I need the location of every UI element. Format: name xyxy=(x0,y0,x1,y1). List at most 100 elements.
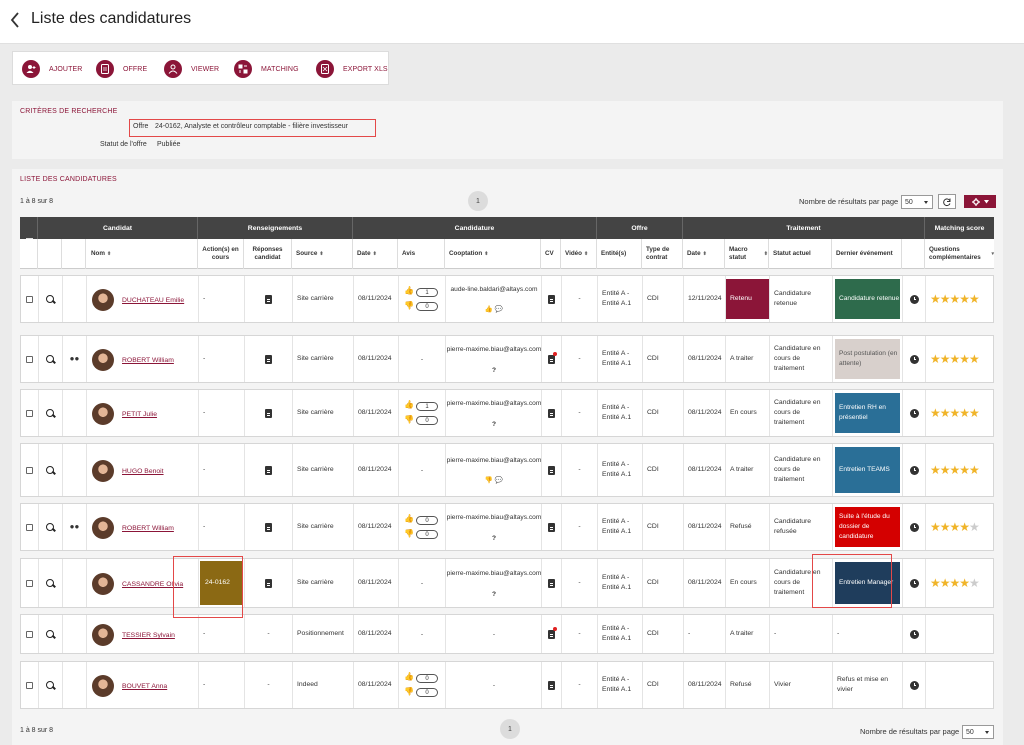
candidate-name[interactable]: ROBERT William xyxy=(122,357,174,364)
search-icon[interactable] xyxy=(46,578,55,588)
col-date[interactable]: Date ⬍ xyxy=(353,239,398,269)
candidate-name[interactable]: HUGO Benoit xyxy=(122,468,164,475)
search-icon[interactable] xyxy=(46,354,55,364)
table-row[interactable]: ●● ROBERT William - Site carrière 08/11/… xyxy=(20,503,994,551)
cv-document-icon[interactable] xyxy=(548,294,555,304)
thumbs-up-icon[interactable]: 👍 xyxy=(484,306,494,313)
table-row[interactable]: TESSIER Sylvain - - Positionnement 08/11… xyxy=(20,614,994,654)
viewer-button[interactable]: VIEWER xyxy=(164,59,219,79)
row-checkbox[interactable] xyxy=(26,630,33,638)
cv-document-icon[interactable] xyxy=(548,626,557,639)
col-date-traitement[interactable]: Date ⬍ xyxy=(683,239,725,269)
last-event-badge[interactable]: Entretien TEAMS xyxy=(835,447,900,493)
cv-document-icon[interactable] xyxy=(548,578,555,588)
history-clock-icon[interactable] xyxy=(909,294,919,304)
col-source[interactable]: Source ⬍ xyxy=(292,239,353,269)
table-row[interactable]: DUCHATEAU Emilie - Site carrière 08/11/2… xyxy=(20,275,994,323)
page-button-1-bottom[interactable]: 1 xyxy=(500,719,520,739)
back-arrow-icon[interactable] xyxy=(9,10,21,30)
history-clock-icon[interactable] xyxy=(909,629,919,639)
search-icon[interactable] xyxy=(46,629,55,639)
thumbs-down-icon[interactable]: 👎 xyxy=(404,529,414,538)
last-event-badge[interactable]: Suite à l'étude du dossier de candidatur… xyxy=(835,507,900,547)
name-cell: HUGO Benoit xyxy=(87,444,199,496)
document-icon[interactable] xyxy=(265,354,272,364)
row-checkbox[interactable] xyxy=(26,466,33,474)
thumbs-down-icon[interactable]: 👎 xyxy=(404,415,414,424)
settings-menu-button[interactable] xyxy=(964,195,996,208)
search-icon[interactable] xyxy=(46,680,55,690)
history-clock-icon[interactable] xyxy=(909,408,919,418)
row-checkbox[interactable] xyxy=(26,409,33,417)
search-icon[interactable] xyxy=(46,465,55,475)
matching-button[interactable]: MATCHING xyxy=(234,59,299,79)
document-icon[interactable] xyxy=(265,408,272,418)
search-icon[interactable] xyxy=(46,522,55,532)
last-event-badge[interactable]: Post postulation (en attente) xyxy=(835,339,900,379)
history-clock-icon[interactable] xyxy=(909,578,919,588)
per-page-select[interactable]: 50 xyxy=(901,195,933,209)
cv-document-icon[interactable] xyxy=(548,680,555,690)
table-row[interactable]: BOUVET Anna - - Indeed 08/11/2024 👍 0 👎 … xyxy=(20,661,994,709)
thumbs-down-icon[interactable]: 👎 xyxy=(404,687,414,696)
candidate-name[interactable]: CASSANDRE Olivia xyxy=(122,581,184,588)
refresh-button[interactable] xyxy=(938,194,956,209)
row-checkbox[interactable] xyxy=(26,523,33,531)
col-video[interactable]: Vidéo ⬍ xyxy=(561,239,597,269)
per-page-value: 50 xyxy=(905,198,913,206)
candidate-name[interactable]: DUCHATEAU Emilie xyxy=(122,297,185,304)
thumbs-up-icon[interactable]: 👍 xyxy=(404,286,414,295)
col-cooptation[interactable]: Cooptation ⬍ xyxy=(445,239,541,269)
cv-document-icon[interactable] xyxy=(548,465,555,475)
last-event-badge[interactable]: Entretien RH en présentiel xyxy=(835,393,900,433)
last-event-badge[interactable]: Entretien Manager xyxy=(835,562,900,604)
col-macro[interactable]: Macro statut ⬍ xyxy=(725,239,769,269)
thumbs-up-icon[interactable]: 👍 xyxy=(404,514,414,523)
row-checkbox[interactable] xyxy=(26,579,33,587)
document-icon[interactable] xyxy=(265,465,272,475)
candidate-name[interactable]: ROBERT William xyxy=(122,525,174,532)
comment-icon[interactable]: 💬 xyxy=(494,477,504,484)
table-row[interactable]: HUGO Benoit - Site carrière 08/11/2024 -… xyxy=(20,443,994,497)
thumbs-up-icon[interactable]: 👍 xyxy=(404,672,414,681)
page-button-1[interactable]: 1 xyxy=(468,191,488,211)
cv-document-icon[interactable] xyxy=(548,522,555,532)
add-button[interactable]: AJOUTER xyxy=(22,59,82,79)
history-clock-icon[interactable] xyxy=(909,354,919,364)
export-xls-button[interactable]: EXPORT XLS xyxy=(316,59,388,79)
col-entites: Entité(s) xyxy=(597,239,642,269)
history-clock-icon[interactable] xyxy=(909,522,919,532)
document-icon[interactable] xyxy=(265,294,272,304)
search-icon[interactable] xyxy=(46,408,55,418)
action-badge[interactable]: 24-0162 xyxy=(200,561,243,605)
table-row[interactable]: ●● ROBERT William - Site carrière 08/11/… xyxy=(20,335,994,383)
offer-value[interactable]: 24-0162, Analyste et contrôleur comptabl… xyxy=(155,123,348,130)
thumbs-down-icon[interactable]: 👎 xyxy=(484,477,494,484)
file-export-icon xyxy=(316,60,334,78)
candidate-name[interactable]: TESSIER Sylvain xyxy=(122,632,175,639)
last-event-badge[interactable]: Candidature retenue xyxy=(835,279,900,319)
comment-icon[interactable]: 💬 xyxy=(494,306,504,313)
col-questions[interactable]: Questions complémentaires ▾ xyxy=(925,239,994,269)
table-row[interactable]: CASSANDRE Olivia 24-0162 Site carrière 0… xyxy=(20,558,994,608)
thumbs-up-icon[interactable]: 👍 xyxy=(404,400,414,409)
cv-document-icon[interactable] xyxy=(548,408,555,418)
document-icon[interactable] xyxy=(265,578,272,588)
source: Positionnement xyxy=(293,615,354,653)
table-row[interactable]: PETIT Julie - Site carrière 08/11/2024 👍… xyxy=(20,389,994,437)
document-icon[interactable] xyxy=(265,522,272,532)
row-checkbox[interactable] xyxy=(26,355,33,363)
search-icon[interactable] xyxy=(46,294,55,304)
row-checkbox[interactable] xyxy=(26,681,33,689)
history-clock-icon[interactable] xyxy=(909,680,919,690)
thumbs-down-icon[interactable]: 👎 xyxy=(404,301,414,310)
col-nom[interactable]: Nom ⬍ xyxy=(86,239,198,269)
col-actions: Action(s) en cours xyxy=(198,239,244,269)
candidate-name[interactable]: BOUVET Anna xyxy=(122,683,168,690)
per-page-select-bottom[interactable]: 50 xyxy=(962,725,994,739)
cv-document-icon[interactable] xyxy=(548,351,557,364)
candidate-name[interactable]: PETIT Julie xyxy=(122,411,158,418)
row-checkbox[interactable] xyxy=(26,295,33,303)
history-clock-icon[interactable] xyxy=(909,465,919,475)
offer-button[interactable]: OFFRE xyxy=(96,59,147,79)
